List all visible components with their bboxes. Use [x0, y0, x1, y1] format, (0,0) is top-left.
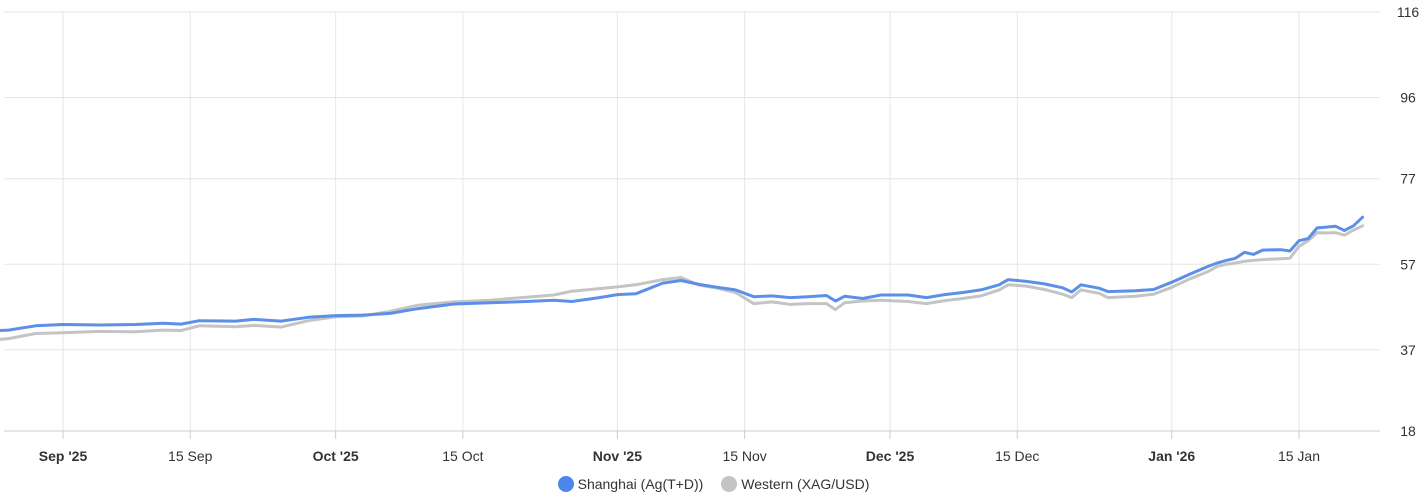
- axes: 18 37 57 77 96 116 Sep '25 15 Sep Oct '25 15 Oct N…: [4, 4, 1419, 464]
- legend: Shanghai (Ag(T+D)) Western (XAG/USD): [0, 472, 1427, 496]
- y-tick-label: 77: [1400, 171, 1416, 187]
- y-tick-label: 18: [1400, 423, 1416, 439]
- x-tick-label: Nov '25: [593, 448, 642, 464]
- chart-plot-area[interactable]: 18 37 57 77 96 116 Sep '25 15 Sep Oct '25 15 Oct N…: [0, 0, 1427, 470]
- x-tick-label: Sep '25: [39, 448, 88, 464]
- western-series-dot-icon: [721, 476, 738, 492]
- x-tick-label: 15 Jan: [1278, 448, 1320, 464]
- shanghai-series-dot-icon: [557, 476, 574, 492]
- series-line-western[interactable]: [0, 224, 1365, 344]
- series-line-shanghai[interactable]: [0, 215, 1365, 333]
- x-tick-label: Oct '25: [313, 448, 359, 464]
- x-tick-label: 15 Oct: [442, 448, 483, 464]
- x-tick-label: Dec '25: [866, 448, 915, 464]
- legend-label-western: Western (XAG/USD): [741, 476, 870, 492]
- legend-item-shanghai[interactable]: Shanghai (Ag(T+D)): [557, 476, 704, 492]
- y-tick-label: 96: [1400, 90, 1416, 106]
- x-tick-label: Jan '26: [1148, 448, 1195, 464]
- y-tick-label: 37: [1400, 342, 1416, 358]
- x-tick-label: 15 Nov: [722, 448, 766, 464]
- y-tick-label: 116: [1397, 4, 1420, 20]
- legend-label-shanghai: Shanghai (Ag(T+D)): [577, 476, 704, 492]
- legend-item-western[interactable]: Western (XAG/USD): [721, 476, 869, 492]
- grid: [4, 11, 1380, 432]
- x-tick-label: 15 Dec: [995, 448, 1039, 464]
- series-lines: [0, 215, 1365, 344]
- x-tick-label: 15 Sep: [168, 448, 213, 464]
- y-tick-label: 57: [1400, 256, 1416, 272]
